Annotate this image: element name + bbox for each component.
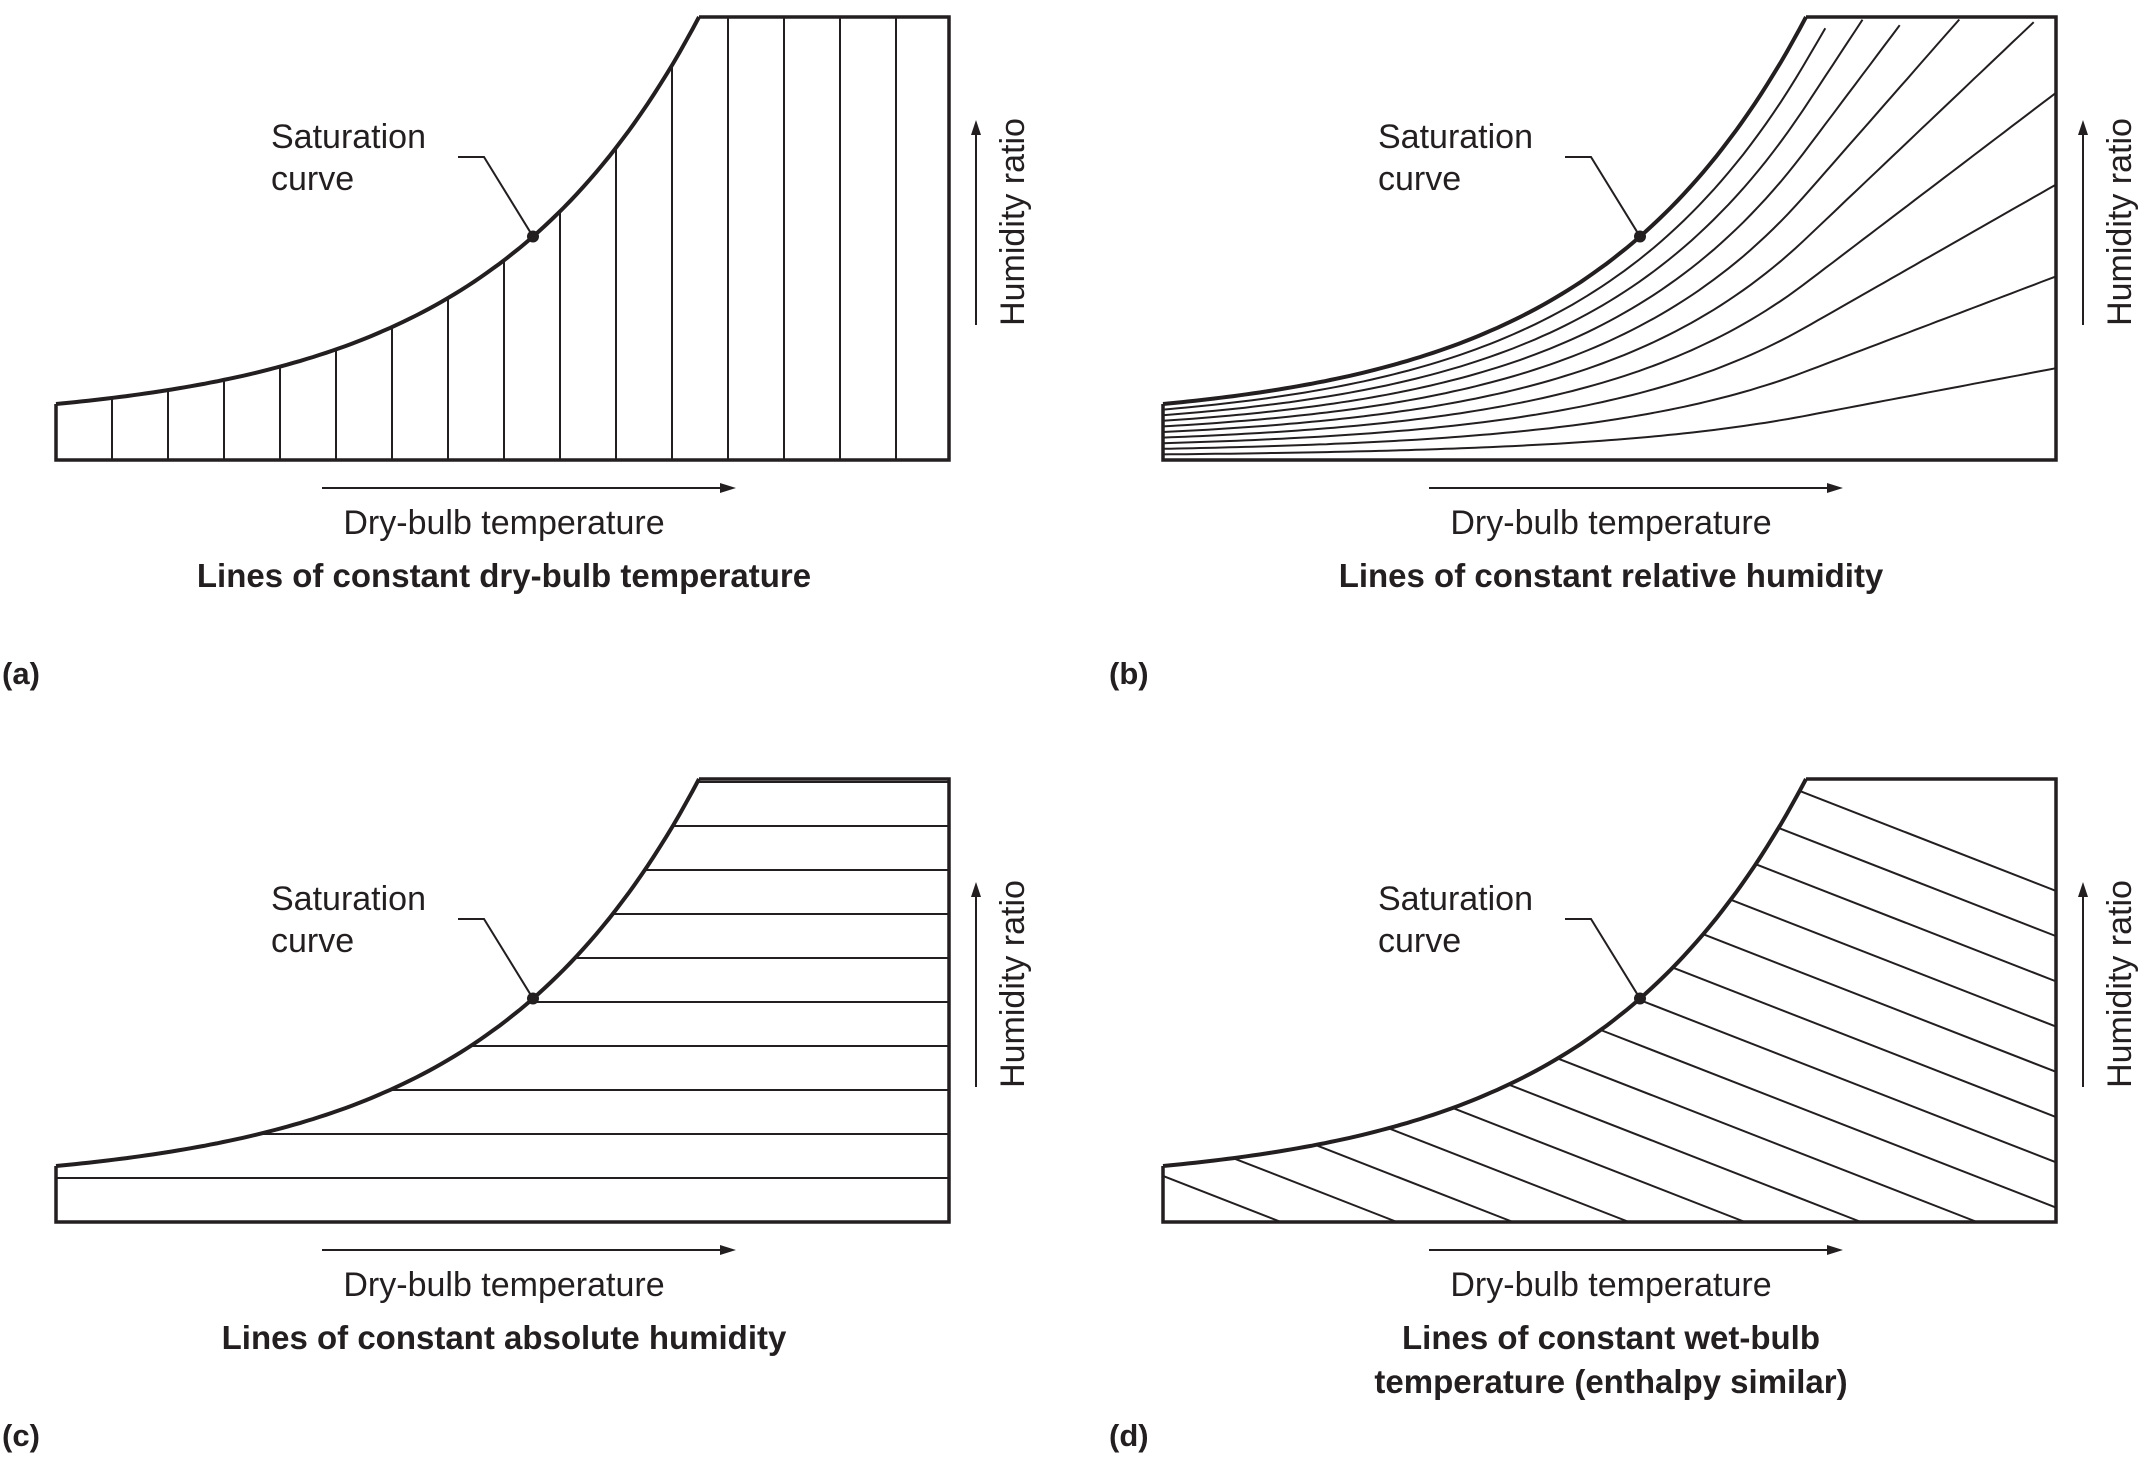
wet-bulb-line [1730, 898, 2057, 1028]
relative-humidity-line [1162, 275, 2057, 450]
x-axis-arrow [322, 483, 736, 493]
wet-bulb-line [1638, 998, 2057, 1164]
relative-humidity-line [1162, 367, 2057, 456]
panel-letter: (b) [1109, 656, 1149, 691]
relative-humidity-line [1162, 19, 1864, 417]
saturation-label-line: Saturation [1378, 118, 1533, 156]
saturation-curve [1162, 16, 1808, 406]
chart-boundary [54, 777, 951, 1224]
constant-lines-absolute-humidity [56, 781, 949, 1179]
y-axis-label: Humidity ratio [2101, 880, 2139, 1088]
saturation-label-line: Saturation [271, 118, 426, 156]
panel-caption-line: Lines of constant wet-bulb [1402, 1319, 1820, 1356]
chart-boundary [1161, 15, 2058, 462]
panel-d: Saturation curve Dry-bulb temperature Humid… [1109, 777, 2139, 1453]
y-axis-label: Humidity ratio [994, 880, 1032, 1088]
panel-caption: Lines of constant absolute humidity [222, 1319, 787, 1356]
saturation-label-line: curve [1378, 160, 1461, 198]
saturation-curve [1162, 778, 1808, 1168]
wet-bulb-line [1755, 863, 2057, 983]
x-axis-label: Dry-bulb temperature [1450, 504, 1771, 542]
saturation-point [527, 230, 539, 243]
saturation-label: Saturation curve [271, 118, 426, 198]
saturation-leader-line [1565, 918, 1641, 1000]
panel-caption-line: Lines of constant absolute humidity [222, 1319, 787, 1356]
saturation-label-line: curve [271, 922, 354, 960]
saturation-label: Saturation curve [1378, 118, 1533, 198]
x-axis-label: Dry-bulb temperature [1450, 1266, 1771, 1304]
wet-bulb-line [1232, 1157, 1398, 1223]
x-axis-arrow [1429, 1245, 1843, 1255]
panel-caption: Lines of constant dry-bulb temperature [197, 557, 811, 594]
saturation-leader-line [1565, 156, 1641, 238]
chart-boundary [54, 15, 951, 462]
panel-c: Saturation curve Dry-bulb temperature Humid… [2, 777, 1032, 1453]
y-axis-arrow [971, 120, 981, 325]
constant-lines-dry-bulb [111, 17, 897, 460]
x-axis-arrow [322, 1245, 736, 1255]
relative-humidity-line [1162, 18, 1961, 428]
wet-bulb-line [1315, 1144, 1514, 1223]
y-axis-label: Humidity ratio [994, 118, 1032, 326]
saturation-label: Saturation curve [1378, 880, 1533, 960]
wet-bulb-line [1508, 1083, 1862, 1223]
panel-caption: Lines of constant relative humidity [1339, 557, 1884, 594]
wet-bulb-line [1162, 1175, 1282, 1223]
wet-bulb-line [1672, 966, 2057, 1119]
constant-lines-relative-humidity [1162, 18, 2057, 456]
y-axis-arrow [2078, 882, 2088, 1087]
relative-humidity-line [1162, 24, 1901, 422]
panel-caption-line: Lines of constant dry-bulb temperature [197, 557, 811, 594]
wet-bulb-line [1452, 1107, 1746, 1223]
x-axis-arrow [1429, 483, 1843, 493]
saturation-label-line: curve [271, 160, 354, 198]
wet-bulb-line [1702, 933, 2057, 1073]
wet-bulb-line [1557, 1057, 1978, 1223]
wet-bulb-line [1799, 789, 2057, 892]
x-axis-label: Dry-bulb temperature [343, 1266, 664, 1304]
panel-caption-line: Lines of constant relative humidity [1339, 557, 1884, 594]
relative-humidity-line [1162, 92, 2057, 439]
panel-letter: (d) [1109, 1418, 1149, 1453]
panel-caption: Lines of constant wet-bulb temperature (e… [1374, 1319, 1847, 1400]
panel-letter: (c) [2, 1418, 40, 1453]
saturation-leader-line [458, 156, 534, 238]
saturation-label: Saturation curve [271, 880, 426, 960]
wet-bulb-line [1778, 826, 2057, 938]
saturation-point [1634, 230, 1646, 243]
saturation-label-line: curve [1378, 922, 1461, 960]
panel-b: Saturation curve Dry-bulb temperature Humid… [1109, 15, 2139, 691]
panel-a: Saturation curve Dry-bulb temperature Humid… [2, 15, 1032, 691]
panel-caption-line: temperature (enthalpy similar) [1374, 1363, 1847, 1400]
saturation-label-line: Saturation [1378, 880, 1533, 918]
relative-humidity-line [1162, 183, 2057, 445]
relative-humidity-line [1162, 21, 2035, 433]
chart-boundary [1161, 777, 2058, 1224]
saturation-leader-line [458, 918, 534, 1000]
panel-letter: (a) [2, 656, 40, 691]
wet-bulb-line [1600, 1029, 2057, 1209]
y-axis-arrow [971, 882, 981, 1087]
saturation-label-line: Saturation [271, 880, 426, 918]
saturation-curve [55, 16, 701, 406]
saturation-point [527, 992, 539, 1005]
relative-humidity-line [1162, 27, 1827, 411]
y-axis-arrow [2078, 120, 2088, 325]
y-axis-label: Humidity ratio [2101, 118, 2139, 326]
wet-bulb-line [1388, 1127, 1630, 1223]
saturation-point [1634, 992, 1646, 1005]
saturation-curve [55, 778, 701, 1168]
x-axis-label: Dry-bulb temperature [343, 504, 664, 542]
constant-lines-wet-bulb [1162, 789, 2057, 1223]
